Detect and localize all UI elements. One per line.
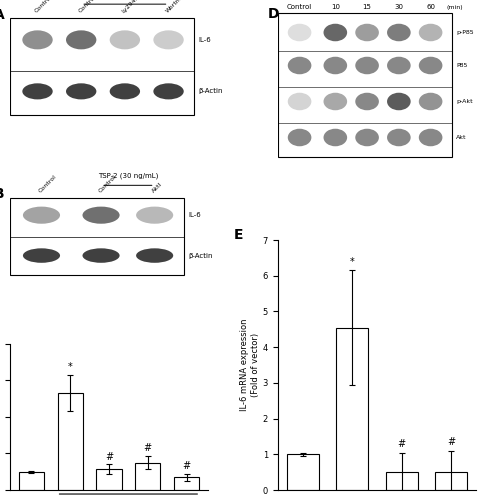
Ellipse shape (355, 128, 379, 146)
Text: Control: Control (34, 0, 53, 14)
Ellipse shape (324, 56, 347, 74)
Ellipse shape (136, 206, 173, 224)
Ellipse shape (387, 92, 411, 110)
Text: (min): (min) (447, 5, 463, 10)
Ellipse shape (154, 84, 184, 100)
Text: p-P85: p-P85 (456, 30, 474, 35)
Y-axis label: IL-6 mRNA expression
(Fold of vector): IL-6 mRNA expression (Fold of vector) (241, 319, 260, 412)
Bar (174, 477, 199, 490)
Text: Control: Control (78, 0, 97, 14)
Bar (435, 472, 467, 490)
Text: B: B (0, 187, 4, 201)
Bar (96, 469, 122, 490)
Text: Akt: Akt (456, 135, 467, 140)
Ellipse shape (324, 92, 347, 110)
Bar (135, 462, 160, 490)
Text: #: # (398, 439, 406, 449)
Ellipse shape (22, 30, 52, 50)
Text: 15: 15 (363, 4, 371, 10)
Text: 10: 10 (331, 4, 340, 10)
Text: A: A (0, 8, 4, 22)
Ellipse shape (288, 24, 312, 42)
Ellipse shape (387, 128, 411, 146)
Ellipse shape (66, 30, 96, 50)
Bar (287, 454, 319, 490)
Ellipse shape (288, 56, 312, 74)
Text: #: # (105, 452, 113, 462)
Ellipse shape (387, 24, 411, 42)
Text: p-Akt: p-Akt (456, 99, 473, 104)
Ellipse shape (23, 248, 60, 263)
Ellipse shape (419, 24, 442, 42)
Ellipse shape (355, 24, 379, 42)
Ellipse shape (83, 206, 120, 224)
Text: #: # (183, 461, 191, 471)
Text: IL-6: IL-6 (198, 37, 211, 43)
Text: Control: Control (287, 4, 312, 10)
Ellipse shape (288, 128, 312, 146)
Ellipse shape (387, 56, 411, 74)
Ellipse shape (22, 84, 52, 100)
Text: β-Actin: β-Actin (198, 88, 223, 94)
Text: 60: 60 (426, 4, 435, 10)
Bar (336, 328, 368, 490)
Ellipse shape (136, 248, 173, 263)
Ellipse shape (110, 30, 140, 50)
Bar (10, 18, 194, 116)
Text: E: E (234, 228, 243, 241)
Ellipse shape (83, 248, 120, 263)
Text: TSP-2 (30 ng/mL): TSP-2 (30 ng/mL) (98, 172, 158, 179)
Bar (19, 472, 44, 490)
Text: Control: Control (98, 174, 117, 194)
Text: AktI: AktI (151, 182, 163, 194)
Text: *: * (68, 362, 72, 372)
Ellipse shape (324, 128, 347, 146)
Ellipse shape (355, 92, 379, 110)
Ellipse shape (419, 56, 442, 74)
Ellipse shape (419, 92, 442, 110)
Text: 30: 30 (394, 4, 403, 10)
Text: *: * (350, 257, 355, 267)
Bar (278, 13, 452, 157)
Text: Ly294002: Ly294002 (122, 0, 146, 14)
Ellipse shape (66, 84, 96, 100)
Text: β-Actin: β-Actin (189, 252, 213, 258)
Ellipse shape (110, 84, 140, 100)
Text: IL-6: IL-6 (189, 212, 201, 218)
Ellipse shape (154, 30, 184, 50)
Text: D: D (268, 7, 279, 21)
Bar (386, 472, 418, 490)
Ellipse shape (419, 128, 442, 146)
Text: #: # (144, 444, 152, 454)
Ellipse shape (324, 24, 347, 42)
Text: Control: Control (38, 174, 58, 194)
Ellipse shape (355, 56, 379, 74)
Ellipse shape (23, 206, 60, 224)
Ellipse shape (288, 92, 312, 110)
Text: Wortmannin: Wortmannin (165, 0, 196, 14)
Bar (57, 393, 83, 490)
Text: P85: P85 (456, 63, 468, 68)
Text: #: # (447, 437, 455, 447)
Bar (10, 198, 184, 275)
